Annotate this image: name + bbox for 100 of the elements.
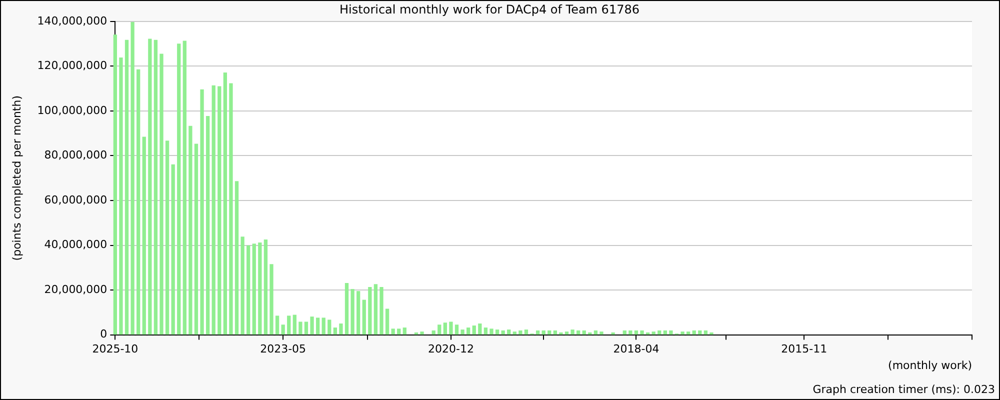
bar — [443, 322, 447, 335]
bar — [420, 332, 424, 335]
x-tick-label: 2020-12 — [428, 342, 474, 356]
bar — [704, 330, 708, 335]
bar — [484, 328, 488, 335]
bar — [240, 236, 244, 335]
bar — [652, 332, 656, 335]
bar — [182, 40, 186, 335]
bar — [171, 164, 175, 335]
bar — [391, 328, 395, 335]
bar — [165, 140, 170, 335]
bar — [512, 332, 516, 335]
y-tick-label: 120,000,000 — [37, 59, 108, 72]
bar — [454, 324, 459, 335]
bar — [292, 314, 296, 335]
bar — [218, 86, 222, 335]
y-tick-label: 100,000,000 — [37, 104, 108, 117]
bar — [669, 330, 673, 335]
y-tick-label: 80,000,000 — [44, 148, 108, 162]
bar — [582, 330, 586, 335]
bar — [438, 324, 442, 335]
bar — [160, 54, 164, 335]
bar — [246, 245, 250, 335]
bar — [472, 326, 476, 335]
bar — [188, 126, 192, 335]
y-axis-title: (points completed per month) — [10, 96, 24, 261]
bar — [576, 330, 580, 335]
bar — [113, 34, 118, 335]
bar — [328, 320, 332, 335]
bar — [350, 289, 354, 335]
bar — [142, 136, 146, 335]
bar — [570, 330, 574, 335]
bar — [206, 116, 210, 335]
text: Graph creation timer (ms): 0.023 — [812, 383, 995, 396]
bar — [710, 332, 714, 335]
bar — [495, 330, 500, 335]
bar — [559, 332, 563, 335]
y-tick-label: 0 — [100, 328, 108, 341]
bar — [501, 330, 505, 335]
bar — [281, 324, 285, 335]
bar — [611, 332, 615, 335]
bar — [322, 318, 326, 335]
bar — [368, 287, 372, 335]
bar — [374, 284, 378, 335]
bar — [432, 330, 436, 335]
x-tick-label: 2018-04 — [613, 342, 660, 356]
bar — [333, 328, 338, 335]
bar — [154, 40, 158, 335]
x-tick-label: 2015-11 — [781, 342, 828, 356]
bar — [680, 332, 684, 335]
bar — [640, 330, 644, 335]
chart-title: Historical monthly work for DACp4 of Team 61786 — [340, 2, 640, 16]
bar — [594, 330, 598, 335]
bar — [148, 38, 152, 335]
bar — [536, 330, 540, 335]
bar — [663, 330, 667, 335]
bar — [136, 69, 140, 335]
bar — [275, 316, 280, 335]
bar — [287, 316, 291, 335]
bar — [229, 83, 233, 335]
bar — [460, 330, 464, 335]
bar — [177, 44, 181, 335]
bar — [490, 328, 494, 335]
bar — [194, 144, 198, 335]
y-tick-label: 20,000,000 — [44, 282, 108, 296]
bar — [310, 316, 314, 335]
bar — [634, 330, 638, 335]
bar — [658, 330, 662, 335]
bar — [200, 89, 204, 335]
bar — [264, 240, 268, 335]
bar — [380, 287, 384, 335]
bar — [356, 291, 360, 335]
bar — [212, 85, 216, 335]
bar — [553, 330, 557, 335]
bar — [686, 332, 690, 335]
y-tick-label: 60,000,000 — [44, 193, 108, 206]
bar — [600, 332, 604, 335]
bar — [622, 330, 626, 335]
bar — [223, 72, 228, 335]
x-tick-label: 2025-10 — [92, 342, 138, 356]
bar — [564, 332, 569, 335]
bar — [542, 330, 546, 335]
bar — [466, 328, 470, 335]
bar — [362, 300, 366, 335]
bar — [316, 318, 320, 335]
bar — [298, 322, 302, 335]
x-tick-label: 2023-05 — [260, 342, 306, 356]
y-tick-label: 40,000,000 — [44, 238, 108, 252]
bar — [304, 322, 308, 335]
bar — [507, 330, 511, 335]
bar — [628, 330, 632, 335]
bar — [252, 244, 256, 335]
bar — [124, 40, 129, 335]
bar — [478, 324, 482, 335]
bar — [339, 324, 343, 335]
bar — [518, 330, 522, 335]
bar — [548, 330, 552, 335]
x-axis-title: (monthly work) — [888, 358, 972, 372]
bar — [698, 330, 702, 335]
bar — [449, 322, 453, 335]
